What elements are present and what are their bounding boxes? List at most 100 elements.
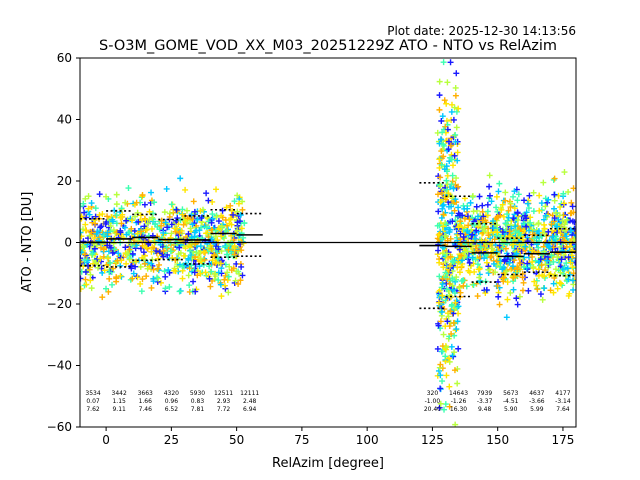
scatter-point [436,230,443,237]
scatter-point [225,246,232,253]
scatter-point [449,218,456,225]
bin-mean-label: -3.37 [477,398,493,405]
scatter-point [443,177,450,184]
scatter-point [565,276,572,283]
bin-group [132,213,159,262]
scatter-point [494,213,501,220]
scatter-point [454,157,461,164]
scatter-point [113,191,120,198]
scatter-point [209,257,216,264]
bin-mean-label: 0.07 [86,398,100,405]
scatter-point [172,228,179,235]
scatter-point [206,263,213,270]
scatter-point [455,224,462,231]
scatter-point [161,268,168,275]
scatter-point [439,113,446,120]
scatter-point [560,190,567,197]
scatter-point [163,185,170,192]
scatter-point [453,326,460,333]
scatter-point [537,256,544,263]
scatter-point [437,372,444,379]
scatter-point [117,262,124,269]
scatter-point [110,265,117,272]
scatter-point [443,372,450,379]
scatter-point [111,246,118,253]
scatter-point [501,258,508,265]
scatter-point [113,201,120,208]
scatter-point [435,191,442,198]
scatter-point [87,271,94,278]
scatter-point [104,213,111,220]
scatter-point [129,275,136,282]
scatter-point [177,175,184,182]
scatter-point [182,245,189,252]
scatter-point [545,254,552,261]
scatter-point [543,257,550,264]
scatter-point [448,181,455,188]
scatter-point [212,243,219,250]
scatter-point [158,222,165,229]
scatter-point [460,234,467,241]
scatter-point [212,270,219,277]
scatter-point [542,267,549,274]
scatter-point [532,257,539,264]
scatter-point [185,272,192,279]
scatter-point [565,189,572,196]
scatter-point [516,293,523,300]
scatter-point [486,183,493,190]
scatter-point [435,247,442,254]
scatter-point [126,256,133,263]
scatter-point [448,156,455,163]
scatter-point [548,221,555,228]
bin-group [236,212,263,258]
scatter-point [199,219,206,226]
scatter-point [223,243,230,250]
scatter-point [510,193,517,200]
scatter-point [479,202,486,209]
scatter-point [551,215,558,222]
bin-std-label: 7.72 [217,406,231,413]
scatter-point [561,200,568,207]
scatter-point [441,97,448,104]
scatter-point [192,254,199,261]
scatter-point [438,137,445,144]
bin-std-label: 20.40 [424,406,441,413]
scatter-point [205,218,212,225]
scatter-point [180,252,187,259]
scatter-point [128,225,135,232]
scatter-point [544,199,551,206]
scatter-point [514,266,521,273]
scatter-point [568,227,575,234]
scatter-point [469,193,476,200]
scatter-point [186,247,193,254]
scatter-point [238,263,245,270]
scatter-point [442,401,449,408]
scatter-point [88,285,95,292]
scatter-point [524,200,531,207]
scatter-point [88,252,95,259]
scatter-point [227,216,234,223]
scatter-point [175,221,182,228]
scatter-point [120,235,127,242]
scatter-point [202,269,209,276]
scatter-point [82,195,89,202]
scatter-point [104,229,111,236]
scatter-point [126,246,133,253]
scatter-point [514,217,521,224]
scatter-point [437,199,444,206]
scatter-point [235,200,242,207]
scatter-point [563,217,570,224]
scatter-point [80,285,84,292]
scatter-point [458,252,465,259]
scatter-point [451,367,458,374]
scatter-point [189,221,196,228]
scatter-point [486,192,493,199]
scatter-point [80,200,87,207]
scatter-point [482,290,489,297]
scatter-point [439,202,446,209]
scatter-point [201,256,208,263]
scatter-point [235,281,242,288]
scatter-point [141,223,148,230]
scatter-point [211,253,218,260]
scatter-point [554,254,561,261]
